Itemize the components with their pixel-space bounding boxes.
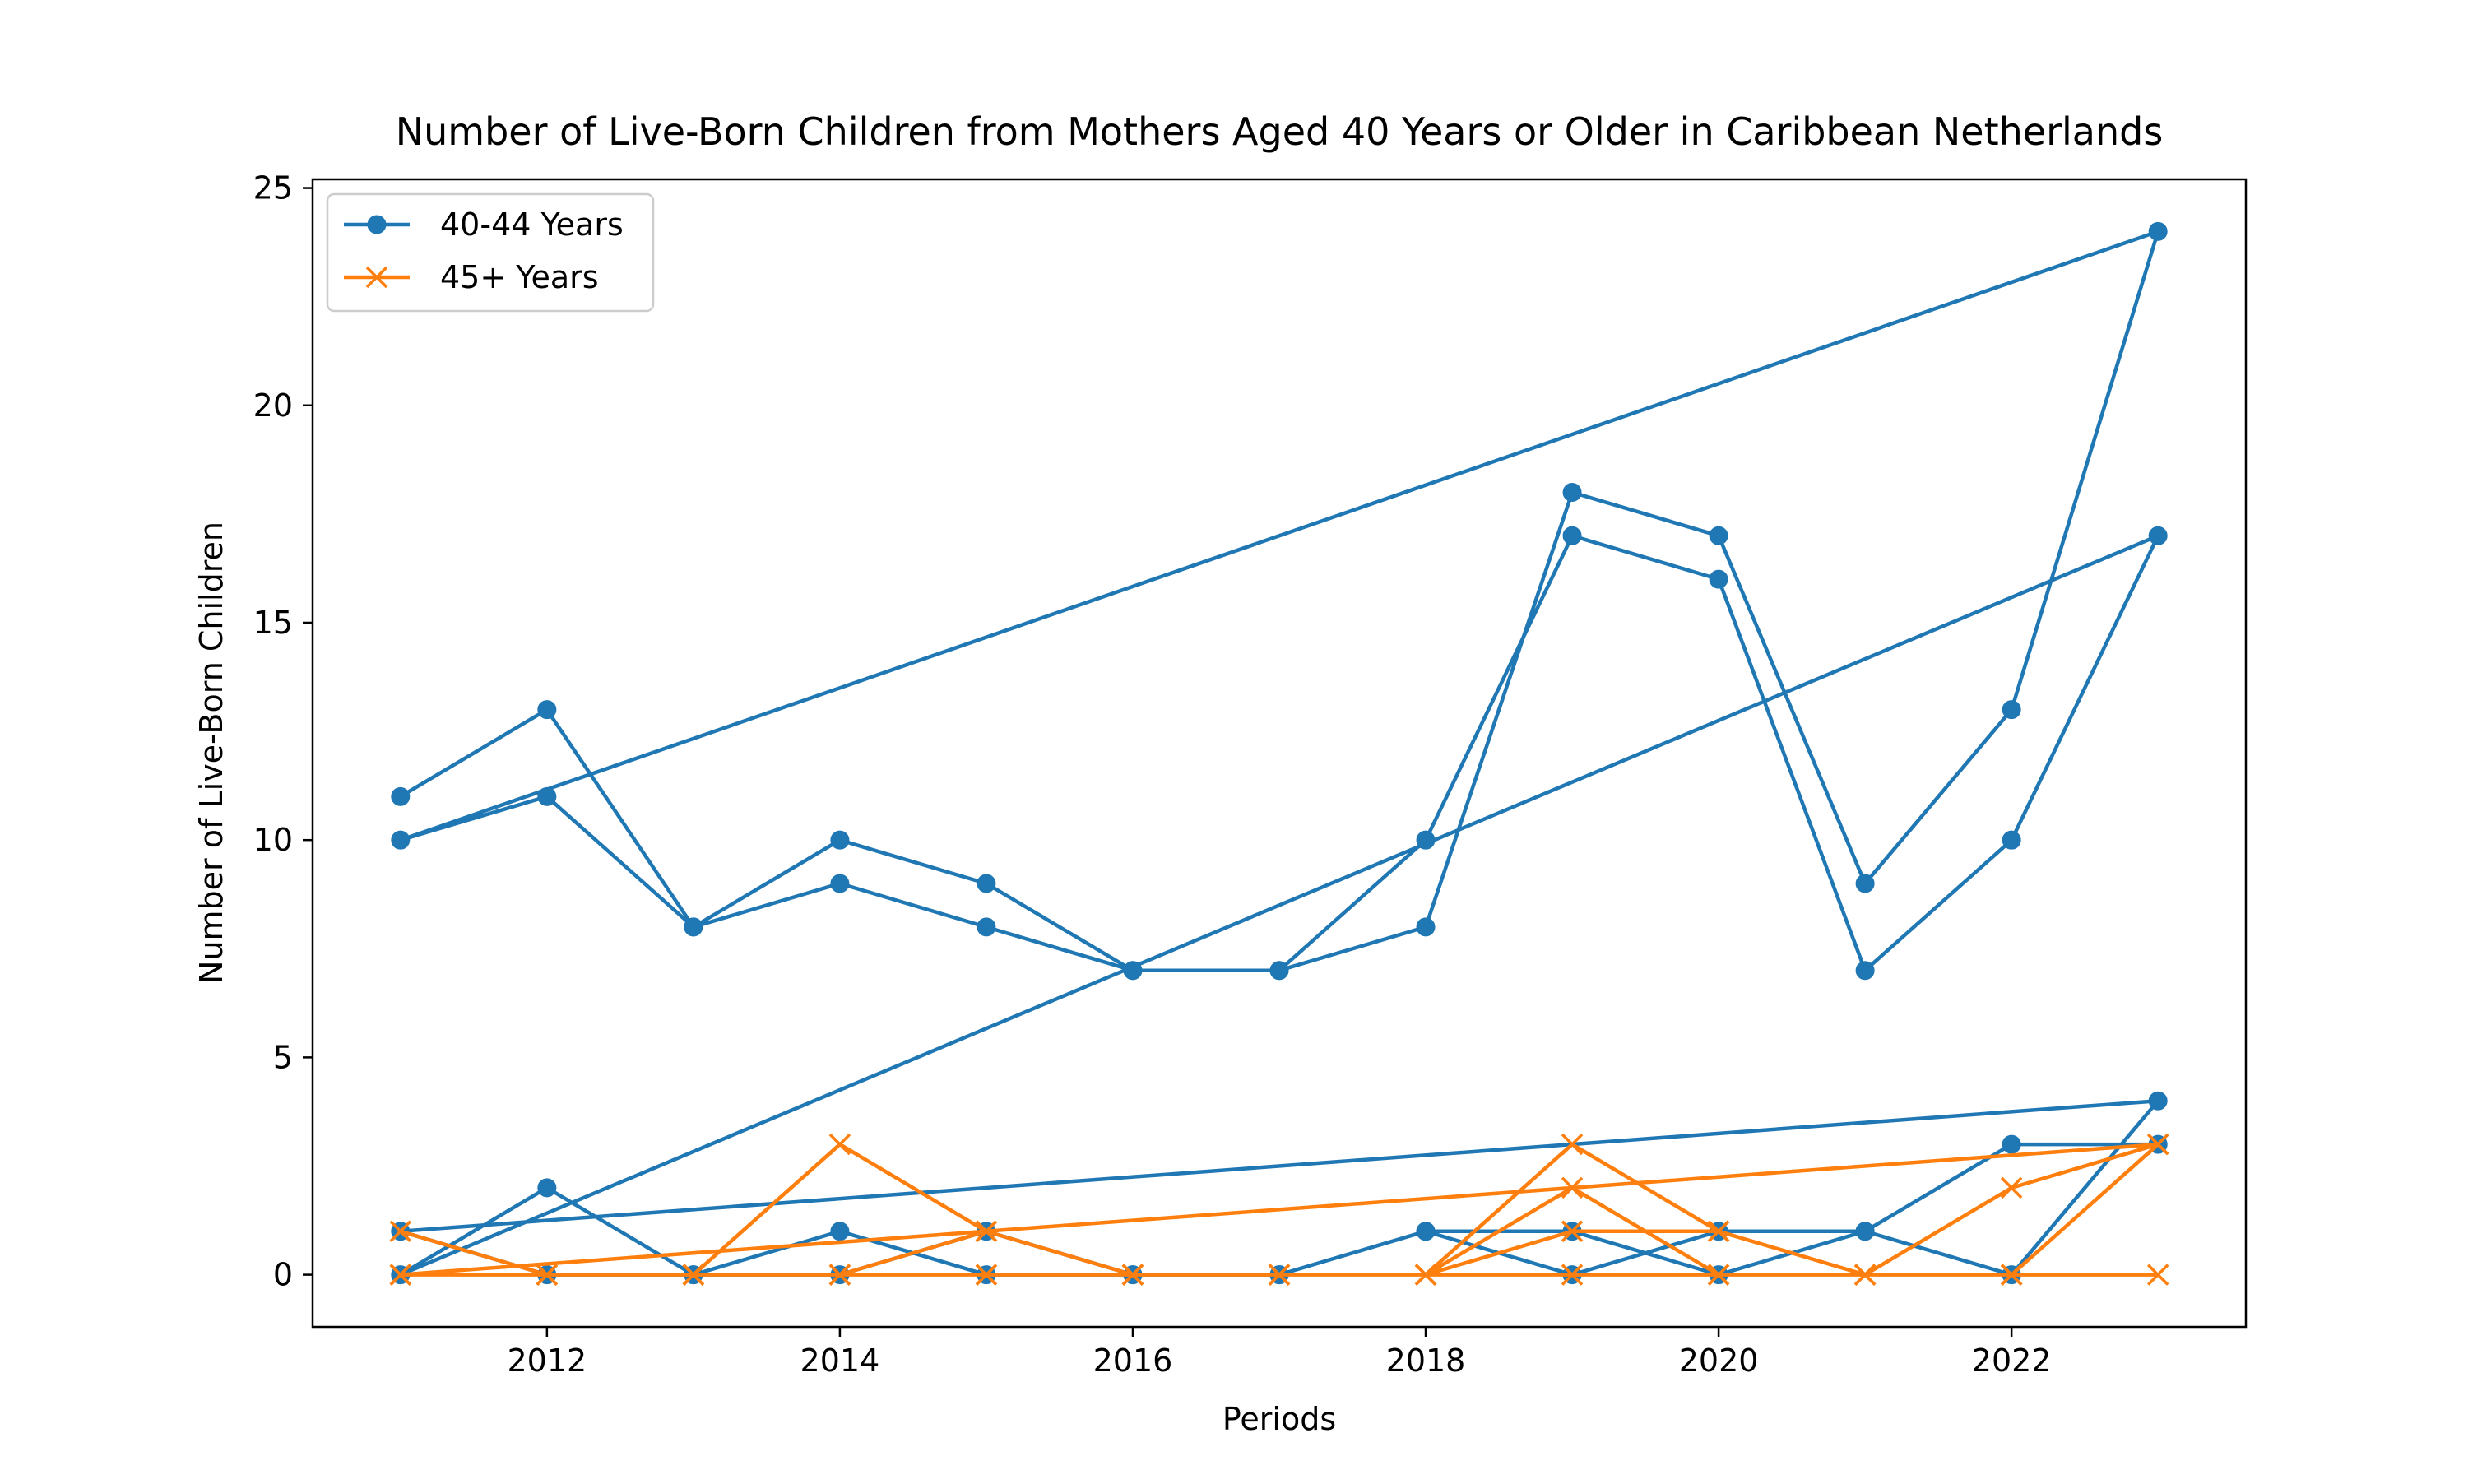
y-tick-label: 10 xyxy=(253,822,293,858)
data-point xyxy=(2148,221,2168,241)
series-line xyxy=(398,1142,2160,1277)
legend: 40-44 Years 45+ Years xyxy=(326,192,655,313)
data-point xyxy=(537,1178,557,1198)
data-point xyxy=(2000,1264,2023,1286)
data-point xyxy=(365,266,388,289)
data-point xyxy=(830,830,850,850)
data-point xyxy=(2000,1176,2023,1199)
data-point xyxy=(1707,1220,1730,1242)
legend-label: 45+ Years xyxy=(440,259,599,295)
data-point xyxy=(2148,526,2168,545)
data-point xyxy=(1855,874,1875,893)
data-point xyxy=(389,1220,412,1242)
y-tick-label: 5 xyxy=(273,1039,293,1075)
data-point xyxy=(1561,1220,1584,1242)
series-2 xyxy=(389,1133,2169,1286)
data-point xyxy=(1416,1222,1436,1241)
y-tick-label: 20 xyxy=(253,387,293,424)
series-layer xyxy=(389,221,2169,1286)
data-point xyxy=(2002,700,2021,720)
data-point xyxy=(1121,1264,1144,1286)
data-point xyxy=(977,874,996,893)
data-point xyxy=(2002,1134,2021,1154)
data-point xyxy=(684,917,703,937)
x-tick-label: 2022 xyxy=(1972,1343,2052,1379)
data-point xyxy=(1414,1264,1437,1286)
data-point xyxy=(977,917,996,937)
y-tick-label: 0 xyxy=(273,1257,293,1293)
data-point xyxy=(830,874,850,893)
data-point xyxy=(1269,961,1289,981)
data-point xyxy=(1416,917,1436,937)
x-tick-label: 2018 xyxy=(1386,1343,1466,1379)
data-point xyxy=(1855,961,1875,981)
x-tick-label: 2012 xyxy=(507,1343,587,1379)
y-axis-label: Number of Live-Born Children xyxy=(193,522,230,984)
data-point xyxy=(2148,1091,2168,1111)
legend-label: 40-44 Years xyxy=(440,206,624,243)
data-point xyxy=(828,1264,851,1286)
data-point xyxy=(1855,1222,1875,1241)
data-point xyxy=(1709,526,1728,545)
data-point xyxy=(391,830,411,850)
data-point xyxy=(389,1264,412,1286)
y-axis: 0 5 10 15 20 25 xyxy=(253,170,313,1293)
data-point xyxy=(536,1264,559,1286)
data-point xyxy=(1268,1264,1291,1286)
data-point xyxy=(391,786,411,806)
plot-frame xyxy=(311,178,2248,1329)
data-point xyxy=(975,1264,998,1286)
x-tick-label: 2020 xyxy=(1679,1343,1759,1379)
data-point xyxy=(828,1133,851,1156)
data-point xyxy=(1416,830,1436,850)
y-tick-label: 15 xyxy=(253,605,293,641)
data-point xyxy=(1707,1264,1730,1286)
data-point xyxy=(537,700,557,720)
data-point xyxy=(830,1222,850,1241)
x-axis: 2012 2014 2016 2018 2020 2022 xyxy=(507,1327,2052,1379)
x-tick-label: 2016 xyxy=(1093,1343,1173,1379)
data-point xyxy=(975,1220,998,1242)
data-point xyxy=(682,1264,705,1286)
data-point xyxy=(1561,1133,1584,1156)
data-point xyxy=(2146,1133,2169,1156)
x-axis-label: Periods xyxy=(1222,1401,1336,1437)
legend-item: 45+ Years xyxy=(344,259,599,295)
data-point xyxy=(1709,569,1728,589)
data-point xyxy=(2146,1264,2169,1286)
data-point xyxy=(537,786,557,806)
chart-title: Number of Live-Born Children from Mother… xyxy=(396,109,2164,154)
x-tick-label: 2014 xyxy=(800,1343,880,1379)
data-point xyxy=(367,215,387,234)
data-point xyxy=(1561,1176,1584,1199)
data-point xyxy=(1561,1264,1584,1286)
data-point xyxy=(1562,482,1582,502)
data-point xyxy=(1562,526,1582,545)
legend-item: 40-44 Years xyxy=(344,206,624,243)
y-tick-label: 25 xyxy=(253,170,293,206)
data-point xyxy=(2002,830,2021,850)
data-point xyxy=(1123,961,1143,981)
data-point xyxy=(1853,1264,1877,1286)
